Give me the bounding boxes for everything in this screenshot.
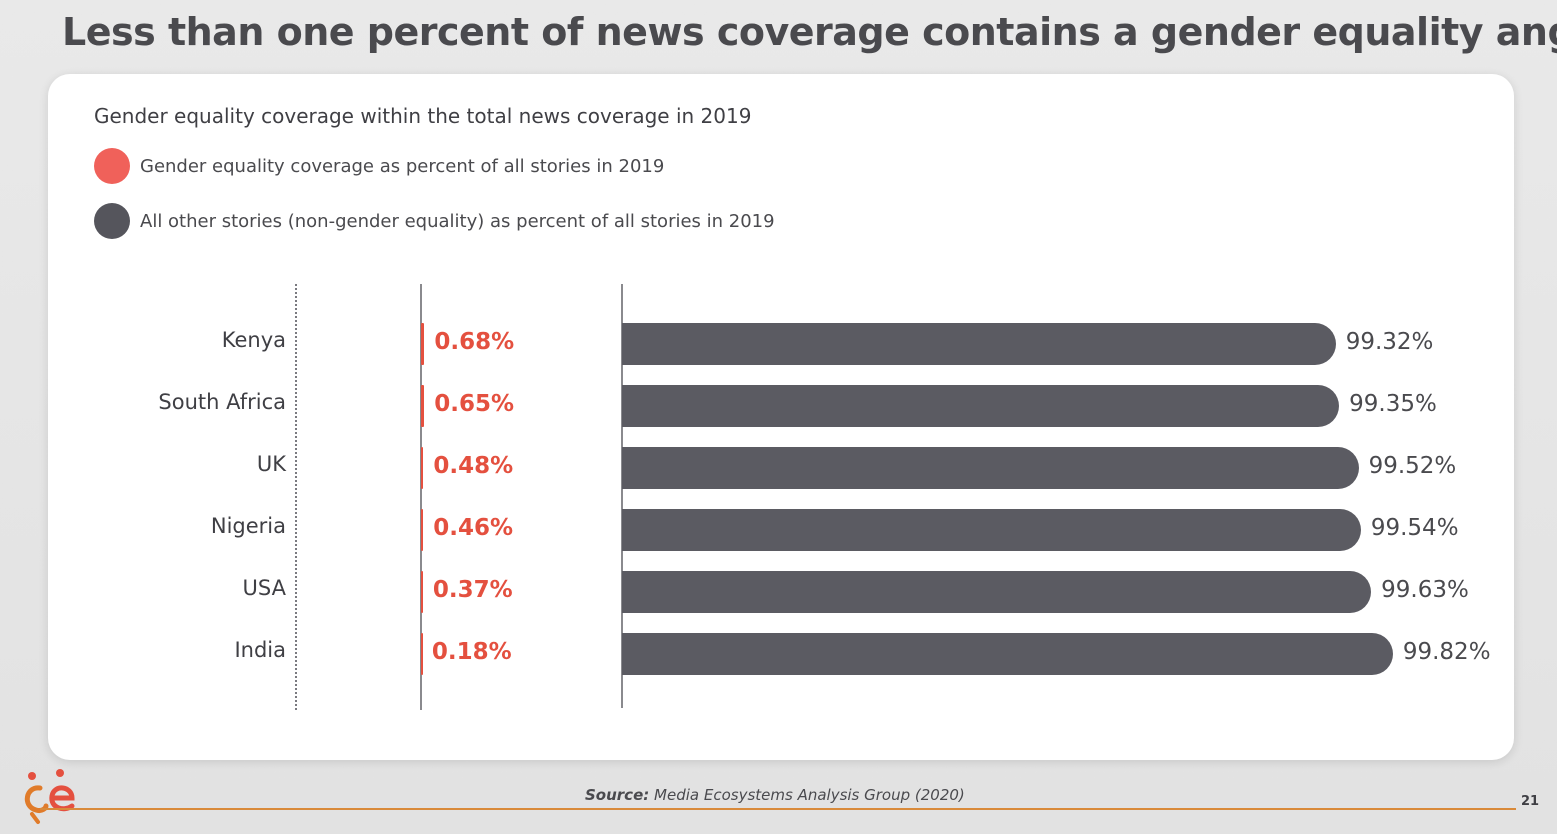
category-label: UK — [256, 452, 286, 476]
other-bar — [622, 447, 1359, 489]
logo-icon — [24, 769, 75, 824]
source-note: Source: Media Ecosystems Analysis Group … — [585, 786, 965, 804]
legend-label-gender: Gender equality coverage as percent of a… — [140, 155, 665, 177]
gender-bar — [421, 509, 423, 551]
gender-value-label: 0.37% — [432, 577, 513, 603]
category-label: South Africa — [158, 390, 286, 414]
other-value-label: 99.52% — [1368, 453, 1457, 479]
category-label: Kenya — [221, 328, 286, 352]
gender-bar — [421, 385, 424, 427]
gender-bar — [421, 633, 423, 675]
legend-item-gender: Gender equality coverage as percent of a… — [94, 148, 664, 184]
other-bar — [622, 323, 1336, 365]
gender-value-label: 0.46% — [433, 515, 514, 541]
legend-dot-gender — [94, 148, 130, 184]
other-value-label: 99.54% — [1370, 515, 1459, 541]
gender-bar — [421, 323, 424, 365]
legend-dot-other — [94, 203, 130, 239]
other-value-label: 99.35% — [1349, 391, 1437, 417]
slide-title: Less than one percent of news coverage c… — [62, 10, 1557, 54]
legend-label-other: All other stories (non-gender equality) … — [140, 210, 775, 232]
other-bar — [622, 571, 1372, 613]
footer-rule — [40, 808, 1516, 810]
category-label: Nigeria — [210, 514, 286, 538]
category-axis-line — [295, 284, 297, 710]
category-label: India — [234, 638, 286, 662]
source-text: Media Ecosystems Analysis Group (2020) — [654, 786, 965, 804]
gender-value-label: 0.68% — [434, 329, 515, 355]
legend-item-other: All other stories (non-gender equality) … — [94, 203, 775, 239]
other-bar — [622, 509, 1361, 551]
other-bar — [622, 633, 1393, 675]
gender-bar — [421, 447, 423, 489]
category-label: USA — [242, 576, 286, 600]
gender-axis-line — [420, 284, 422, 710]
gender-value-label: 0.48% — [433, 453, 514, 479]
source-label: Source: — [585, 786, 650, 804]
chart-card: Gender equality coverage within the tota… — [48, 74, 1514, 760]
chart-title: Gender equality coverage within the tota… — [94, 104, 752, 128]
gender-value-label: 0.65% — [434, 391, 515, 417]
other-axis-line — [621, 284, 623, 708]
other-value-label: 99.32% — [1345, 329, 1434, 355]
other-bar — [622, 385, 1340, 427]
page-number: 21 — [1521, 794, 1540, 809]
other-value-label: 99.82% — [1402, 639, 1491, 665]
other-value-label: 99.63% — [1381, 577, 1469, 603]
gender-bar — [421, 571, 423, 613]
gender-value-label: 0.18% — [431, 639, 512, 665]
